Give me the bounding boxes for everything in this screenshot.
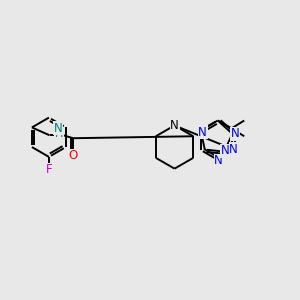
Text: N: N — [214, 154, 223, 167]
Text: N: N — [54, 122, 63, 135]
Text: N: N — [221, 144, 230, 157]
Text: O: O — [68, 149, 78, 162]
Text: H: H — [55, 129, 64, 139]
Text: N: N — [231, 127, 240, 140]
Text: N: N — [198, 126, 207, 139]
Text: N: N — [230, 142, 238, 155]
Text: F: F — [46, 163, 52, 176]
Text: N: N — [170, 119, 179, 132]
